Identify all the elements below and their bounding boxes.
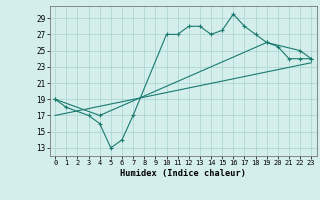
X-axis label: Humidex (Indice chaleur): Humidex (Indice chaleur) [120,169,246,178]
